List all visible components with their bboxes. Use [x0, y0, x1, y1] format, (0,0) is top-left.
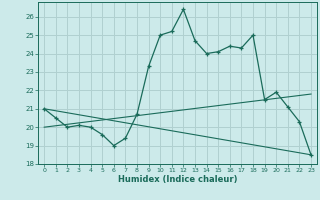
- X-axis label: Humidex (Indice chaleur): Humidex (Indice chaleur): [118, 175, 237, 184]
